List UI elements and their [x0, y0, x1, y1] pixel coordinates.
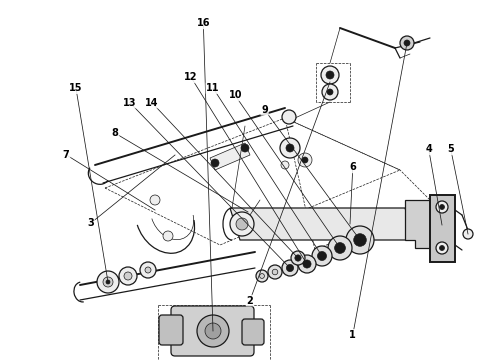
- Text: 13: 13: [123, 98, 137, 108]
- Circle shape: [440, 246, 444, 251]
- Text: 9: 9: [261, 105, 268, 115]
- Circle shape: [124, 272, 132, 280]
- Circle shape: [211, 159, 219, 167]
- Circle shape: [281, 161, 289, 169]
- Circle shape: [291, 251, 305, 265]
- Circle shape: [286, 144, 294, 152]
- Circle shape: [404, 40, 410, 46]
- Circle shape: [241, 144, 249, 152]
- Text: 15: 15: [69, 83, 83, 93]
- Circle shape: [103, 277, 113, 287]
- Circle shape: [303, 260, 311, 268]
- Circle shape: [322, 84, 338, 100]
- FancyBboxPatch shape: [242, 319, 264, 345]
- Circle shape: [436, 201, 448, 213]
- Text: 14: 14: [145, 98, 159, 108]
- Circle shape: [321, 66, 339, 84]
- Polygon shape: [430, 195, 455, 262]
- Text: 16: 16: [196, 18, 210, 28]
- Text: 12: 12: [184, 72, 198, 82]
- Circle shape: [150, 195, 160, 205]
- Circle shape: [260, 274, 265, 278]
- Polygon shape: [405, 200, 430, 248]
- Text: 2: 2: [246, 296, 253, 306]
- Polygon shape: [210, 143, 250, 170]
- Circle shape: [97, 271, 119, 293]
- Text: 11: 11: [206, 83, 220, 93]
- Circle shape: [197, 315, 229, 347]
- Text: 3: 3: [87, 218, 94, 228]
- Circle shape: [236, 218, 248, 230]
- Circle shape: [272, 269, 278, 275]
- Circle shape: [328, 236, 352, 260]
- Text: 6: 6: [349, 162, 356, 172]
- Circle shape: [335, 243, 345, 253]
- Circle shape: [440, 204, 444, 210]
- Circle shape: [282, 260, 298, 276]
- Text: 8: 8: [112, 128, 119, 138]
- Circle shape: [354, 234, 367, 246]
- Circle shape: [302, 157, 308, 163]
- Circle shape: [268, 265, 282, 279]
- Text: 4: 4: [425, 144, 432, 154]
- Circle shape: [298, 255, 316, 273]
- Circle shape: [312, 246, 332, 266]
- Polygon shape: [230, 208, 415, 240]
- FancyBboxPatch shape: [159, 315, 183, 345]
- Circle shape: [298, 153, 312, 167]
- Circle shape: [280, 138, 300, 158]
- Circle shape: [400, 36, 414, 50]
- Circle shape: [463, 229, 473, 239]
- Circle shape: [295, 255, 301, 261]
- Circle shape: [346, 226, 374, 254]
- Circle shape: [256, 270, 268, 282]
- Circle shape: [326, 71, 334, 79]
- Circle shape: [145, 267, 151, 273]
- Text: 1: 1: [349, 330, 356, 340]
- Circle shape: [163, 231, 173, 241]
- Circle shape: [286, 264, 294, 271]
- FancyBboxPatch shape: [171, 306, 254, 356]
- Circle shape: [106, 280, 110, 284]
- Circle shape: [205, 323, 221, 339]
- Circle shape: [119, 267, 137, 285]
- Circle shape: [318, 252, 326, 261]
- Text: 7: 7: [63, 150, 70, 160]
- Circle shape: [327, 89, 333, 95]
- Circle shape: [140, 262, 156, 278]
- Text: 10: 10: [228, 90, 242, 100]
- Circle shape: [230, 212, 254, 236]
- Circle shape: [282, 110, 296, 124]
- Text: 5: 5: [447, 144, 454, 154]
- Circle shape: [436, 242, 448, 254]
